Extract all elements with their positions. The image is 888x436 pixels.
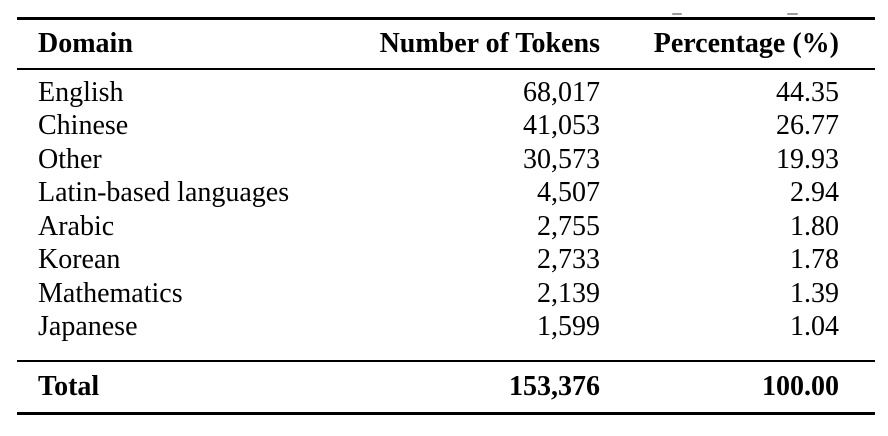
- table-bottom-rule: [17, 412, 875, 415]
- table-row: Chinese 41,053 26.77: [17, 110, 875, 144]
- tokens-cell: 2,733: [537, 244, 600, 276]
- table-total-row: Total 153,376 100.00: [17, 362, 875, 412]
- column-header-percentage: Percentage (%): [653, 28, 839, 59]
- table-total-rule: [17, 360, 875, 362]
- table-row: English 68,017 44.35: [17, 76, 875, 110]
- column-header-domain: Domain: [38, 30, 133, 58]
- total-tokens-cell: 153,376: [509, 371, 600, 402]
- percentage-cell: 1.39: [790, 277, 839, 309]
- table-body: English 68,017 44.35 Chinese 41,053 26.7…: [17, 70, 875, 360]
- table-header-rule: [17, 68, 875, 70]
- tokens-cell: 2,755: [537, 210, 600, 242]
- percentage-cell: 1.04: [790, 311, 839, 343]
- tokens-cell: 2,139: [537, 277, 600, 309]
- percentage-cell: 1.78: [790, 244, 839, 276]
- tokens-cell: 41,053: [523, 110, 600, 142]
- table-row: Korean 2,733 1.78: [17, 244, 875, 278]
- table-row: Mathematics 2,139 1.39: [17, 277, 875, 311]
- tokens-cell: 1,599: [537, 311, 600, 343]
- percentage-cell: 19.93: [776, 143, 839, 175]
- domain-cell: Arabic: [38, 212, 115, 241]
- domain-cell: English: [38, 78, 124, 107]
- percentage-cell: 2.94: [790, 177, 839, 209]
- tokens-cell: 4,507: [537, 177, 600, 209]
- domain-cell: Chinese: [38, 112, 129, 141]
- total-label-cell: Total: [38, 373, 100, 401]
- crop-artifact: [672, 13, 682, 15]
- domain-cell: Latin-based languages: [38, 179, 290, 208]
- table-header-row: Domain Number of Tokens Percentage (%): [17, 20, 875, 68]
- table-row: Latin-based languages 4,507 2.94: [17, 177, 875, 211]
- crop-artifact: [787, 13, 798, 15]
- table-row: Other 30,573 19.93: [17, 143, 875, 177]
- percentage-cell: 26.77: [776, 110, 839, 142]
- domain-cell: Japanese: [38, 313, 138, 342]
- token-distribution-table: Domain Number of Tokens Percentage (%) E…: [17, 17, 875, 415]
- domain-cell: Korean: [38, 246, 121, 275]
- percentage-cell: 44.35: [776, 76, 839, 108]
- tokens-cell: 68,017: [523, 76, 600, 108]
- domain-cell: Other: [38, 145, 102, 174]
- column-header-tokens: Number of Tokens: [379, 28, 600, 59]
- percentage-cell: 1.80: [790, 210, 839, 242]
- domain-cell: Mathematics: [38, 279, 183, 308]
- table-row: Arabic 2,755 1.80: [17, 210, 875, 244]
- total-percentage-cell: 100.00: [762, 371, 839, 402]
- table-row: Japanese 1,599 1.04: [17, 311, 875, 345]
- table-top-rule: [17, 17, 875, 20]
- tokens-cell: 30,573: [523, 143, 600, 175]
